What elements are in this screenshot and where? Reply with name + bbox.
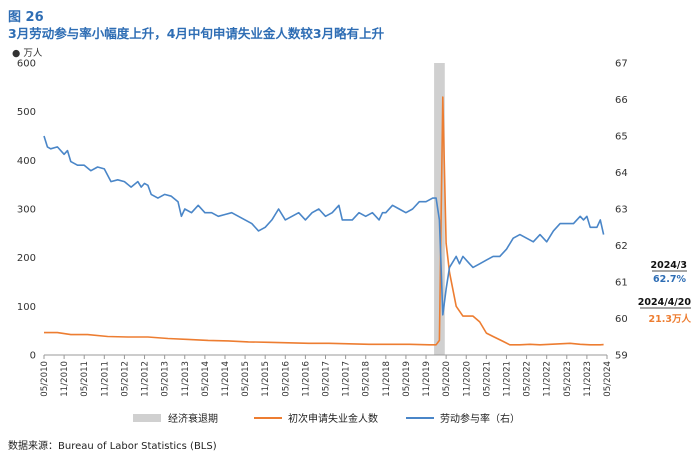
data-source: 数据来源：Bureau of Labor Statistics (BLS): [8, 441, 217, 452]
x-tick-label: 11/2017: [342, 361, 352, 397]
x-tick-label: 11/2019: [422, 361, 432, 397]
y-right-tick-label: 62: [615, 241, 628, 252]
y-right-tick-label: 64: [615, 168, 628, 179]
y-right-tick-label: 65: [615, 132, 628, 143]
legend-label-participation: 劳动参与率（右）: [440, 412, 520, 425]
y-right-tick-label: 61: [615, 278, 628, 289]
unit-text: 万人: [23, 48, 43, 59]
x-tick-label: 05/2021: [482, 361, 492, 397]
recession-layer: [434, 63, 445, 355]
x-tick-label: 11/2011: [100, 361, 110, 397]
annotation-value: 62.7%: [653, 274, 686, 285]
y-left-tick-label: 100: [17, 302, 36, 313]
annotation-value: 21.3万人: [649, 313, 692, 325]
axes-layer: 0 100 200 300 400 500 600 59 60 61 62 63 64 65 66 67 05/…: [17, 59, 628, 397]
x-tick-label: 11/2022: [543, 361, 553, 397]
x-tick-label: 05/2010: [40, 361, 50, 397]
y-left-tick-label: 400: [17, 156, 36, 167]
x-tick-label: 11/2015: [261, 361, 271, 397]
x-tick-label: 05/2023: [563, 361, 573, 397]
legend-label-recession: 经济衰退期: [168, 412, 218, 425]
x-tick-label: 05/2022: [523, 361, 533, 397]
x-tick-label: 05/2012: [120, 361, 130, 397]
legend-swatch-recession: [133, 414, 161, 422]
x-tick-label: 05/2015: [241, 361, 251, 397]
x-tick-label: 05/2018: [362, 361, 372, 397]
y-right-tick-label: 67: [615, 59, 628, 70]
y-left-tick-label: 200: [17, 253, 36, 264]
recession-band: [434, 63, 445, 355]
x-tick-label: 05/2014: [201, 361, 211, 397]
x-tick-label: 11/2014: [221, 361, 231, 397]
x-tick-label: 11/2023: [583, 361, 593, 397]
legend-label-claims: 初次申请失业金人数: [288, 412, 378, 425]
series-layer: [43, 96, 605, 346]
y-right-tick-label: 63: [615, 205, 628, 216]
annotation-layer: 2024/3 62.7% 2024/4/20 21.3万人: [638, 260, 692, 325]
x-tick-label: 05/2020: [442, 361, 452, 397]
x-tick-label: 05/2019: [402, 361, 412, 397]
x-tick-label: 05/2013: [161, 361, 171, 397]
annotation-date: 2024/3: [650, 260, 687, 271]
x-tick-label: 11/2021: [502, 361, 512, 397]
x-tick-label: 11/2018: [382, 361, 392, 397]
x-tick-label: 11/2020: [462, 361, 472, 397]
legend: 经济衰退期 初次申请失业金人数 劳动参与率（右）: [133, 412, 520, 425]
participation-line: [43, 135, 605, 316]
claims-line: [44, 96, 604, 346]
x-tick-label: 05/2011: [80, 361, 90, 397]
y-right-tick-label: 59: [615, 351, 628, 362]
x-tick-label: 11/2013: [181, 361, 191, 397]
x-tick-label: 11/2016: [301, 361, 311, 397]
y-left-tick-label: 0: [30, 351, 36, 362]
y-left-tick-label: 500: [17, 107, 36, 118]
chart-title: 3月劳动参与率小幅度上升，4月中旬申请失业金人数较3月略有上升: [8, 26, 385, 41]
x-tick-label: 11/2012: [141, 361, 151, 397]
x-tick-label: 05/2016: [281, 361, 291, 397]
x-tick-label: 05/2024: [603, 361, 613, 397]
y-right-tick-label: 60: [615, 314, 628, 325]
figure-number: 图 26: [8, 10, 44, 25]
x-tick-label: 05/2017: [322, 361, 332, 397]
left-axis-unit: ● 万人: [12, 48, 43, 59]
x-tick-label: 11/2010: [60, 361, 70, 397]
y-right-tick-label: 66: [615, 95, 628, 106]
annotation-date: 2024/4/20: [638, 297, 692, 308]
y-left-tick-label: 300: [17, 205, 36, 216]
y-left-tick-label: 600: [17, 59, 36, 70]
